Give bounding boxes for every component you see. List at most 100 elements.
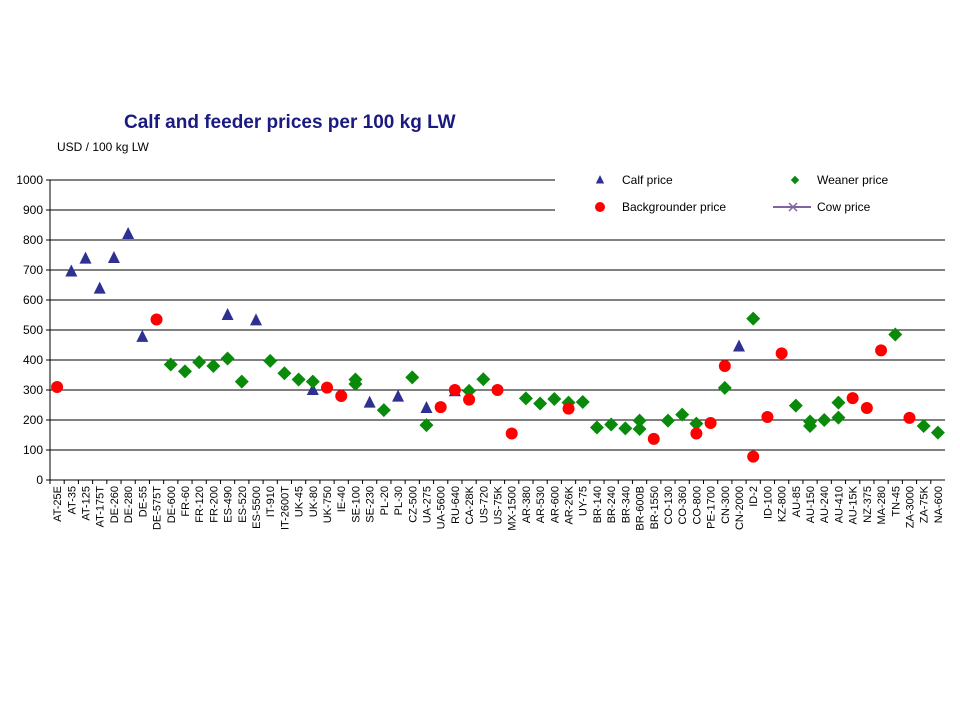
backgrounder-price-point xyxy=(860,402,873,414)
backgrounder-price-point xyxy=(51,381,64,393)
weaner-price-point xyxy=(277,366,292,381)
x-tick-label: BR-600B xyxy=(635,486,647,531)
x-tick-label: CA-28K xyxy=(464,485,476,524)
calf-price-point xyxy=(733,339,746,352)
weaner-price-point xyxy=(916,419,931,433)
x-tick-label: BR-1550 xyxy=(649,486,661,529)
weaner-price-point xyxy=(206,359,221,373)
x-tick-label: CZ-500 xyxy=(407,486,419,523)
backgrounder-price-point xyxy=(704,417,717,429)
backgrounder-price-point xyxy=(747,450,760,463)
backgrounder-price-point xyxy=(505,427,518,440)
calf-price-point xyxy=(136,329,149,342)
weaner-price-point xyxy=(192,355,207,370)
y-tick-label: 400 xyxy=(23,353,43,367)
x-tick-label: MX-1500 xyxy=(507,486,519,531)
x-tick-label: DE-55 xyxy=(137,486,149,517)
y-tick-labels: 0 100 200 300 400 500 600 700 800 900 1000 xyxy=(16,173,43,487)
weaner-price-point xyxy=(547,392,562,406)
calf-price-point xyxy=(420,401,433,413)
backgrounder-price-point xyxy=(690,427,703,440)
y-tick-label: 500 xyxy=(23,323,43,337)
backgrounder-price-point xyxy=(761,411,774,423)
calf-price-point xyxy=(65,264,78,277)
backgrounder-price-point xyxy=(463,393,476,406)
backgrounder-price-point xyxy=(846,392,859,405)
x-tick-label: CO-800 xyxy=(691,486,703,525)
x-tick-label: CN-2000 xyxy=(734,486,746,530)
x-tick-label: AU-240 xyxy=(819,486,831,523)
x-tick-label: RU-640 xyxy=(450,486,462,524)
x-tick-label: UY-75 xyxy=(578,486,590,516)
weaner-price-point xyxy=(717,380,732,395)
x-tick-label: PL-30 xyxy=(393,486,405,515)
x-tick-label: SE-100 xyxy=(350,486,362,523)
x-tick-label: AU-15K xyxy=(848,485,860,524)
legend-backgrounder-price-marker xyxy=(595,202,605,212)
x-tick-label: AT-125 xyxy=(81,486,93,521)
weaner-price-point xyxy=(575,395,590,409)
x-tick-label: ES-490 xyxy=(223,486,235,523)
x-tick-label: PE-1700 xyxy=(706,486,718,529)
x-tick-label: AU-410 xyxy=(833,486,845,523)
weaner-price-point xyxy=(689,416,704,431)
backgrounder-price-point xyxy=(562,402,575,415)
weaner-price-point xyxy=(817,413,832,427)
weaner-price-point xyxy=(291,372,306,387)
y-tick-label: 1000 xyxy=(16,173,43,187)
legend-weaner-price-marker xyxy=(790,175,800,185)
backgrounder-price-point xyxy=(150,313,163,326)
backgrounder-price-point xyxy=(775,347,788,360)
legend: Calf price Weaner price Backgrounder price… xyxy=(595,173,888,214)
weaner-price-point xyxy=(675,407,690,422)
calf-price-point xyxy=(306,383,319,395)
x-tick-label: UK-750 xyxy=(322,486,334,523)
x-tick-label: AR-380 xyxy=(521,486,533,523)
x-tick-label: MA-280 xyxy=(876,486,888,525)
legend-calf-price-marker xyxy=(595,175,605,184)
calf-price-point xyxy=(363,395,376,408)
weaner-price-point xyxy=(746,311,761,326)
weaner-price-point xyxy=(632,413,647,428)
x-tick-label: NZ-375 xyxy=(862,486,874,523)
backgrounder-price-point xyxy=(718,360,731,372)
weaner-price-point xyxy=(234,374,249,389)
x-tick-label: AU-85 xyxy=(791,486,803,517)
x-tick-label: ID-100 xyxy=(762,486,774,519)
weaner-price-point xyxy=(462,383,477,398)
y-axis-unit-label: USD / 100 kg LW xyxy=(57,140,149,154)
x-tick-label: AR-26K xyxy=(564,485,576,524)
x-tick-label: IT-910 xyxy=(265,486,277,517)
x-tick-label: DE-575T xyxy=(152,486,164,530)
x-tick-label: TN-45 xyxy=(890,486,902,517)
x-tick-label: FR-200 xyxy=(208,486,220,523)
weaner-price-point xyxy=(604,417,619,432)
backgrounder-price-point xyxy=(875,344,888,357)
x-tick-label: DE-280 xyxy=(123,486,135,523)
y-tick-label: 300 xyxy=(23,383,43,397)
legend-backgrounder-price-label: Backgrounder price xyxy=(622,200,726,214)
weaner-price-point xyxy=(163,357,178,372)
x-tick-label: SE-230 xyxy=(365,486,377,523)
x-tick-label: IT-2600T xyxy=(279,486,291,530)
x-tick-label: US-75K xyxy=(493,485,505,524)
x-tick-label: DE-600 xyxy=(166,486,178,523)
calf-price-point xyxy=(392,389,405,402)
data-points xyxy=(51,227,945,463)
calf-price-point xyxy=(221,308,234,320)
weaner-price-point xyxy=(518,391,533,406)
x-tick-label: KZ-800 xyxy=(777,486,789,522)
legend-weaner-price-label: Weaner price xyxy=(817,173,888,187)
weaner-price-point xyxy=(220,351,235,366)
x-tick-label: ES-520 xyxy=(237,486,249,523)
weaner-price-point xyxy=(533,396,548,411)
backgrounder-price-point xyxy=(434,401,447,414)
x-tick-label: UK-80 xyxy=(308,486,320,517)
x-tick-label: PL-20 xyxy=(379,486,391,515)
x-tick-label: ZA-3000 xyxy=(904,486,916,528)
weaner-price-point xyxy=(589,420,604,435)
weaner-price-point xyxy=(405,370,420,385)
backgrounder-price-point xyxy=(448,384,461,396)
x-tick-label: AT-175T xyxy=(95,486,107,528)
